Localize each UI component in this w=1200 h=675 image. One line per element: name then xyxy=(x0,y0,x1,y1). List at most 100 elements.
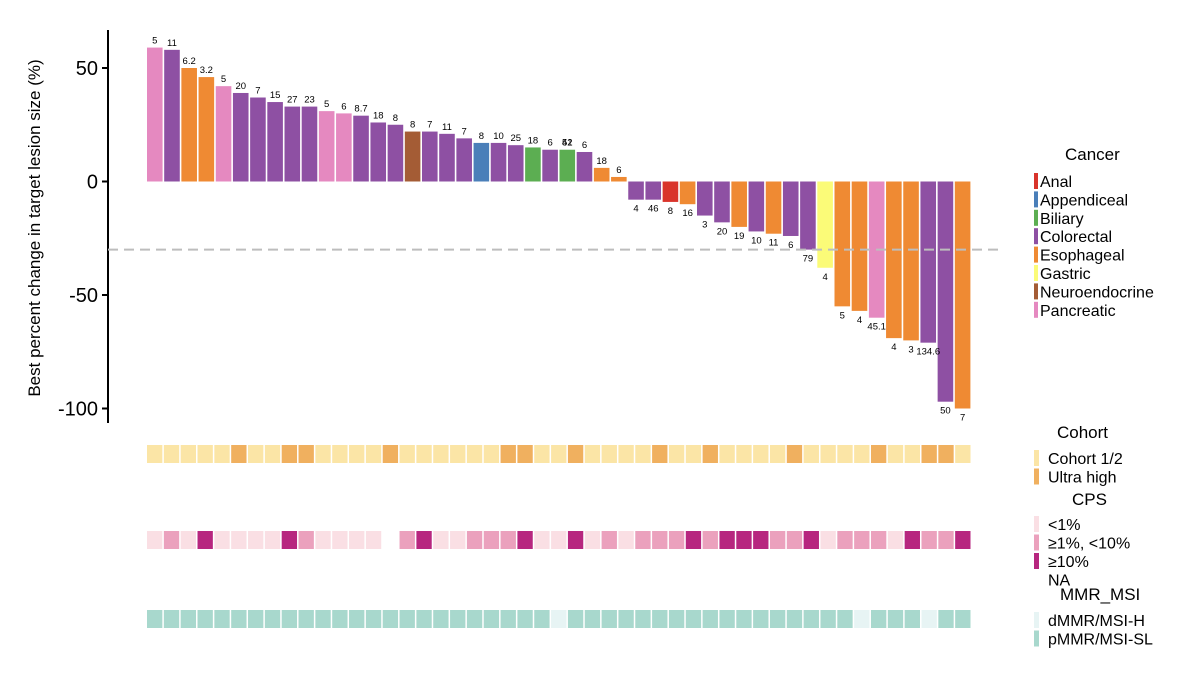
annotation-cell xyxy=(921,445,937,463)
bar-value-label: 20 xyxy=(717,226,728,237)
bar xyxy=(920,181,937,343)
legend-label: ≥1%, <10% xyxy=(1048,536,1130,553)
bar-value-label: 6 xyxy=(616,165,621,176)
bar-value-label: 50 xyxy=(940,406,951,417)
annotation-cell xyxy=(416,531,432,549)
legend-swatch xyxy=(1034,209,1038,226)
annotation-cell xyxy=(433,445,449,463)
annotation-cell xyxy=(854,445,870,463)
annotation-cell xyxy=(955,445,971,463)
annotation-cell xyxy=(214,531,230,549)
legend-title-annotation: MMR_MSI xyxy=(1060,585,1140,604)
bar-value-label: 18 xyxy=(528,135,539,146)
annotation-cell xyxy=(803,610,819,628)
bar xyxy=(679,181,696,205)
annotation-cell xyxy=(365,531,382,549)
annotation-cell xyxy=(786,445,803,463)
legend-label: <1% xyxy=(1048,517,1080,534)
annotation-cell xyxy=(719,610,735,628)
annotation-cell xyxy=(736,445,752,463)
annotation-cell xyxy=(534,445,550,463)
annotation-cell xyxy=(769,445,786,463)
bar-value-label: 7 xyxy=(427,120,432,131)
bar-value-label: 4 xyxy=(857,315,862,326)
bar xyxy=(611,176,627,182)
bar-value-label: 10 xyxy=(493,131,504,142)
bar xyxy=(181,68,197,182)
annotation-cell xyxy=(483,531,500,549)
legend-swatch xyxy=(1034,612,1039,628)
annotation-cell xyxy=(702,445,718,463)
bar xyxy=(164,49,180,182)
annotation-cell xyxy=(870,531,887,549)
y-tick-label: 50 xyxy=(76,58,98,80)
annotation-cell xyxy=(197,445,213,463)
annotation-cell xyxy=(652,610,668,628)
annotation-cell xyxy=(820,445,836,463)
annotation-cell xyxy=(197,610,213,628)
legend-label: Cohort 1/2 xyxy=(1048,451,1123,468)
legend-annotations: Cohort Cohort 1/2 Ultra high CPS <1% ≥1%, <10… xyxy=(1034,423,1153,649)
bar xyxy=(697,181,713,216)
annotation-cell xyxy=(500,610,516,628)
bar xyxy=(490,142,507,182)
bar xyxy=(215,86,232,182)
annotation-cell xyxy=(618,531,634,549)
annotation-cell xyxy=(315,531,331,549)
bar-value-label: 8 xyxy=(393,113,398,124)
annotation-cell xyxy=(652,445,668,463)
annotation-cell xyxy=(500,531,516,549)
bar xyxy=(422,131,438,182)
legend-label: Anal xyxy=(1040,174,1072,191)
legend-label: Ultra high xyxy=(1048,470,1116,487)
legend-swatch xyxy=(1034,571,1039,588)
annotation-cell xyxy=(163,531,180,549)
bar xyxy=(834,181,851,307)
annotation-cell xyxy=(635,610,651,628)
annotation-cell xyxy=(769,531,786,549)
bar xyxy=(628,181,644,200)
annotation-cell xyxy=(433,531,449,549)
annotation-cell xyxy=(450,531,466,549)
annotation-cell xyxy=(870,445,887,463)
y-axis-title: Best percent change in target lesion siz… xyxy=(25,59,44,396)
annotation-cell xyxy=(399,445,415,463)
bar-value-label: 79 xyxy=(803,254,814,265)
bar xyxy=(250,97,266,182)
bar-value-label: 8 xyxy=(479,131,484,142)
annotation-cell xyxy=(365,445,382,463)
annotation-cell xyxy=(551,531,567,549)
annotation-cell xyxy=(803,531,819,549)
legend-label: dMMR/MSI-H xyxy=(1048,613,1145,630)
annotation-cell xyxy=(315,610,331,628)
bar-value-label: 5 xyxy=(840,310,845,321)
annotation-cell xyxy=(837,445,853,463)
bar xyxy=(232,92,249,182)
annotation-cell xyxy=(248,610,264,628)
legend-title-annotation: Cohort xyxy=(1057,423,1108,442)
bar-value-label: 8.7 xyxy=(354,104,367,115)
bar xyxy=(353,115,369,182)
legend-swatch xyxy=(1034,553,1039,569)
bar xyxy=(937,181,954,402)
annotation-cell xyxy=(567,531,584,549)
legend-label: pMMR/MSI-SL xyxy=(1048,632,1153,649)
annotation-cell xyxy=(231,531,247,549)
annotation-cell xyxy=(803,445,819,463)
annotation-cell xyxy=(382,531,399,549)
bar-value-label: 11 xyxy=(167,38,177,49)
legend-label: Neuroendocrine xyxy=(1040,284,1154,301)
bar xyxy=(782,181,799,236)
bar-value-label: 6 xyxy=(582,140,587,151)
annotation-cell xyxy=(416,610,432,628)
annotation-cell xyxy=(180,445,197,463)
annotation-cell xyxy=(854,531,870,549)
bar xyxy=(473,142,490,182)
bar xyxy=(370,122,387,182)
annotation-cell xyxy=(584,531,601,549)
bar xyxy=(318,111,335,182)
bar xyxy=(954,181,971,409)
bar-value-label: 8 xyxy=(410,120,415,131)
